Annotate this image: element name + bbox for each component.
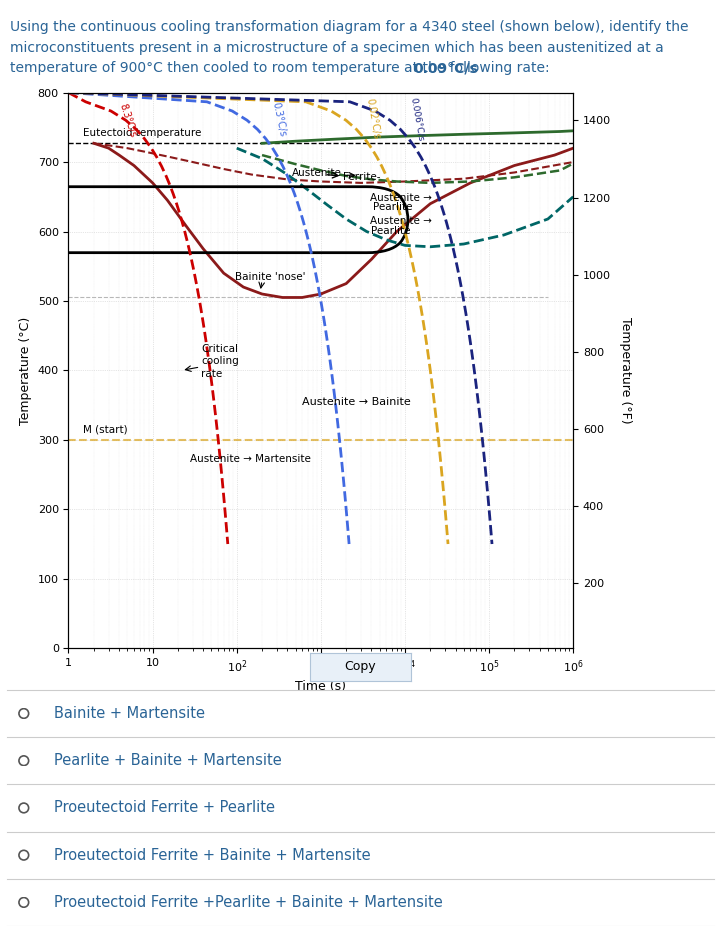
Text: Eutectoid temperature: Eutectoid temperature [84,128,202,138]
Text: 0.3°C/s: 0.3°C/s [270,101,288,137]
Text: microconstituents present in a microstructure of a specimen which has been auste: microconstituents present in a microstru… [10,41,664,55]
Text: Austenite → Martensite: Austenite → Martensite [190,455,311,464]
Text: Ferrite-: Ferrite- [342,172,380,182]
Text: Austenite →: Austenite → [370,194,431,203]
Text: Austenite → Bainite: Austenite → Bainite [302,396,411,407]
Text: Austenite →: Austenite → [370,216,431,226]
Text: temperature of 900°C then cooled to room temperature at the following rate:: temperature of 900°C then cooled to room… [10,61,554,75]
Text: Pearlite + Bainite + Martensite: Pearlite + Bainite + Martensite [54,753,282,769]
Y-axis label: Temperature (°F): Temperature (°F) [619,317,632,424]
Text: Bainite 'nose': Bainite 'nose' [235,271,306,282]
Y-axis label: Temperature (°C): Temperature (°C) [19,317,32,424]
Text: Bainite + Martensite: Bainite + Martensite [54,706,205,721]
Text: Pearlite: Pearlite [371,227,411,236]
Text: Copy: Copy [345,660,376,673]
Text: 8.3°C/s: 8.3°C/s [117,102,138,139]
Text: M (start): M (start) [84,424,128,434]
Text: 0.006°C/s: 0.006°C/s [409,96,425,142]
X-axis label: Time (s): Time (s) [296,680,346,693]
Text: 0.09°C/s: 0.09°C/s [413,61,478,75]
Text: Proeutectoid Ferrite +Pearlite + Bainite + Martensite: Proeutectoid Ferrite +Pearlite + Bainite… [54,895,443,910]
Text: Using the continuous cooling transformation diagram for a 4340 steel (shown belo: Using the continuous cooling transformat… [10,20,689,34]
Text: 0.02°C/s: 0.02°C/s [365,98,382,140]
Text: Proeutectoid Ferrite + Bainite + Martensite: Proeutectoid Ferrite + Bainite + Martens… [54,847,371,863]
Text: Austenite: Austenite [292,169,342,178]
Text: Critical
cooling
rate: Critical cooling rate [201,344,239,379]
Text: Pearlite: Pearlite [373,202,412,212]
Text: Proeutectoid Ferrite + Pearlite: Proeutectoid Ferrite + Pearlite [54,800,275,816]
